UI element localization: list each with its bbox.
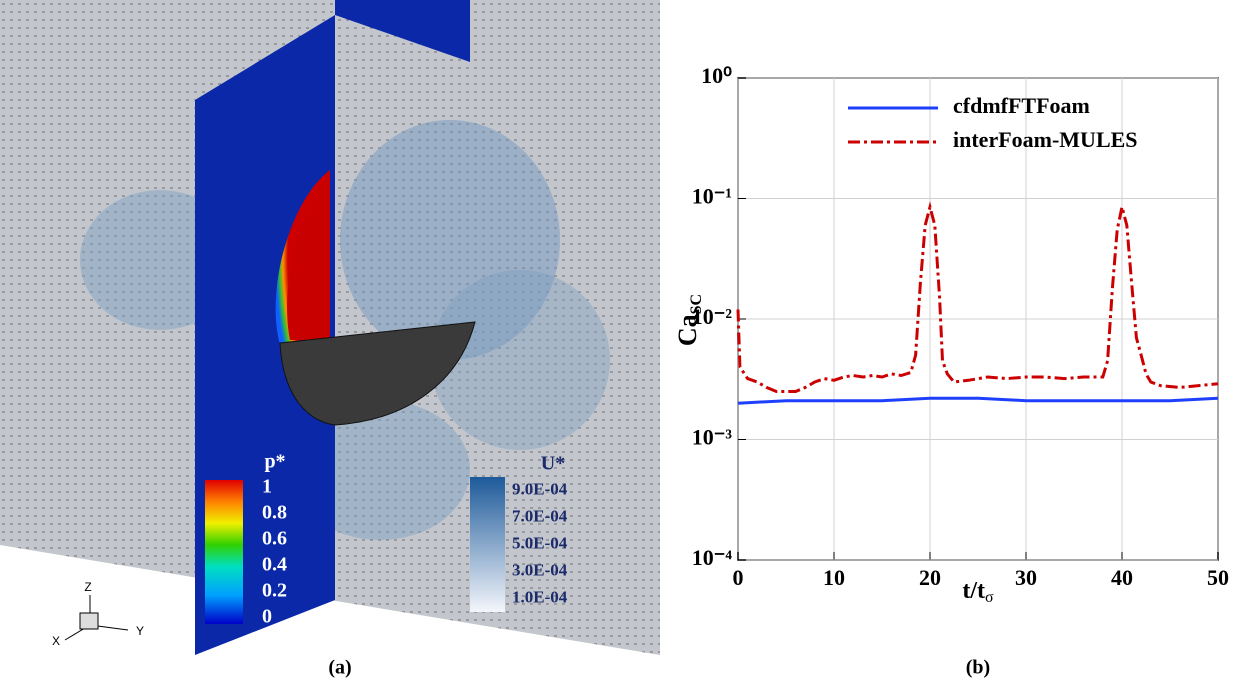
x-tick-label: 0 <box>733 565 744 590</box>
colorbar-tick-label: 9.0E-04 <box>512 479 568 498</box>
colorbar-tick-label: 0.4 <box>262 554 287 576</box>
x-tick-label: 10 <box>823 565 845 590</box>
series-line <box>737 396 1219 405</box>
caption: (b) <box>966 657 990 679</box>
y-tick-label: 10⁰ <box>701 63 732 88</box>
colorbar-tick-label: 0 <box>262 606 272 628</box>
x-tick-label: 50 <box>1207 565 1229 590</box>
x-axis-label: t/tσ <box>962 578 994 606</box>
colorbar-tick-label: 1 <box>262 476 272 498</box>
y-tick-label: 10⁻⁴ <box>692 545 733 570</box>
axis-triad-label: Z <box>84 580 91 594</box>
colorbar-tick-label: 0.6 <box>262 528 287 550</box>
x-tick-label: 20 <box>919 565 941 590</box>
y-axis-label: CaSC <box>673 294 705 346</box>
legend-label: cfdmfFTFoam <box>953 93 1090 118</box>
colorbar-tick-label: 7.0E-04 <box>512 506 568 525</box>
panel-a-scene <box>0 0 660 655</box>
y-tick-label: 10⁻² <box>692 304 733 329</box>
colorbar-tick-label: 1.0E-04 <box>512 587 568 606</box>
legend-label: interFoam-MULES <box>953 127 1138 152</box>
colorbar-tick-label: 0.8 <box>262 502 287 524</box>
colorbar-title: p* <box>264 451 285 473</box>
x-tick-label: 30 <box>1015 565 1037 590</box>
y-tick-label: 10⁻¹ <box>692 184 732 209</box>
colorbar-title: U* <box>541 453 565 475</box>
y-tick-label: 10⁻³ <box>692 425 733 450</box>
x-axis-label-sub: σ <box>985 589 994 606</box>
colorbar-tick-label: 5.0E-04 <box>512 533 568 552</box>
y-axis-label-main: Ca <box>673 314 702 346</box>
colorbar-tick-label: 3.0E-04 <box>512 560 568 579</box>
colorbar-tick-label: 0.2 <box>262 580 287 602</box>
x-tick-label: 40 <box>1111 565 1133 590</box>
x-axis-label-main: t/t <box>962 578 985 604</box>
axis-triad-label: Y <box>136 624 144 638</box>
y-axis-label-sub: SC <box>688 294 705 314</box>
axis-triad-label: X <box>52 634 60 648</box>
caption: (a) <box>328 657 351 679</box>
series-line <box>736 201 1219 393</box>
